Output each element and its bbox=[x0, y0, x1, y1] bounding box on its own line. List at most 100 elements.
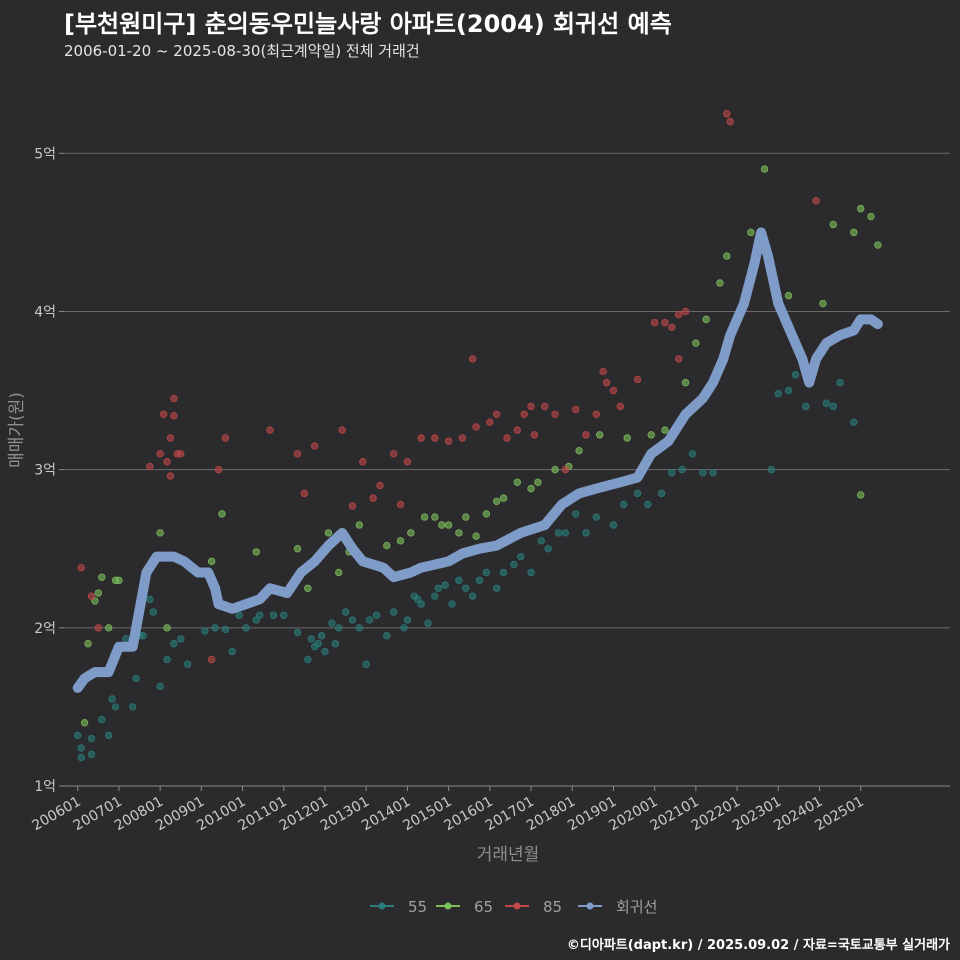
point-65 bbox=[455, 529, 463, 537]
point-65 bbox=[819, 299, 827, 308]
point-65 bbox=[596, 431, 604, 439]
point-65 bbox=[163, 624, 171, 632]
point-55 bbox=[468, 592, 477, 600]
point-65 bbox=[420, 513, 429, 521]
point-85 bbox=[293, 450, 302, 458]
legend: 55 65 85 회귀선 bbox=[370, 898, 657, 916]
point-65 bbox=[857, 491, 865, 499]
point-85 bbox=[417, 434, 425, 442]
point-85 bbox=[444, 437, 453, 445]
point-65 bbox=[716, 279, 724, 287]
point-65 bbox=[444, 521, 453, 529]
point-55 bbox=[304, 655, 312, 664]
point-55 bbox=[431, 592, 439, 600]
point-55 bbox=[321, 647, 329, 656]
point-85 bbox=[530, 431, 539, 439]
point-55 bbox=[448, 600, 456, 608]
point-55 bbox=[201, 627, 209, 635]
point-85 bbox=[541, 402, 549, 411]
point-65 bbox=[551, 465, 559, 474]
point-85 bbox=[616, 402, 625, 411]
point-55 bbox=[111, 703, 120, 711]
point-85 bbox=[675, 310, 683, 319]
point-55 bbox=[211, 624, 219, 632]
point-55 bbox=[335, 624, 343, 632]
point-85 bbox=[592, 410, 600, 418]
point-85 bbox=[602, 378, 611, 387]
point-55 bbox=[434, 584, 443, 592]
point-85 bbox=[207, 655, 216, 664]
point-55 bbox=[293, 628, 302, 637]
point-55 bbox=[791, 371, 800, 379]
point-55 bbox=[170, 639, 178, 648]
regression-line bbox=[72, 227, 883, 693]
point-85 bbox=[376, 481, 384, 490]
point-85 bbox=[520, 410, 528, 418]
point-55 bbox=[156, 682, 164, 691]
legend-label: 55 bbox=[408, 898, 427, 916]
point-85 bbox=[492, 410, 501, 418]
point-65 bbox=[527, 484, 535, 493]
point-65 bbox=[84, 639, 92, 648]
point-85 bbox=[163, 458, 171, 466]
point-65 bbox=[702, 315, 710, 324]
point-55 bbox=[87, 734, 96, 743]
y-tick-label: 2억 bbox=[34, 621, 56, 637]
point-85 bbox=[221, 434, 230, 442]
point-85 bbox=[77, 564, 85, 572]
point-55 bbox=[269, 611, 278, 619]
point-65 bbox=[104, 624, 113, 632]
point-65 bbox=[156, 529, 164, 537]
data-points bbox=[74, 110, 882, 762]
point-55 bbox=[571, 510, 580, 518]
point-85 bbox=[156, 450, 164, 458]
point-65 bbox=[575, 446, 583, 455]
point-65 bbox=[94, 589, 103, 597]
point-85 bbox=[599, 367, 607, 376]
point-55 bbox=[139, 632, 147, 640]
point-55 bbox=[802, 402, 810, 411]
point-85 bbox=[551, 410, 559, 418]
point-55 bbox=[104, 731, 113, 740]
y-tick-label: 1억 bbox=[34, 779, 56, 795]
point-55 bbox=[77, 753, 85, 762]
point-65 bbox=[218, 510, 226, 518]
point-65 bbox=[623, 434, 631, 442]
point-55 bbox=[122, 635, 130, 643]
point-65 bbox=[396, 537, 405, 545]
point-85 bbox=[170, 394, 178, 403]
point-65 bbox=[80, 719, 89, 727]
point-85 bbox=[513, 426, 522, 434]
point-65 bbox=[293, 545, 302, 553]
point-85 bbox=[146, 462, 154, 471]
point-55 bbox=[822, 399, 831, 407]
y-tick-label: 5억 bbox=[34, 146, 56, 162]
point-85 bbox=[650, 318, 659, 327]
point-85 bbox=[723, 110, 731, 118]
point-55 bbox=[517, 552, 525, 561]
point-55 bbox=[688, 450, 697, 458]
source-credit: ©디아파트(dapt.kr) / 2025.09.02 / 자료=국토교통부 실… bbox=[566, 938, 950, 953]
point-85 bbox=[633, 375, 642, 384]
point-55 bbox=[242, 624, 250, 632]
point-55 bbox=[417, 600, 425, 608]
point-55 bbox=[774, 390, 782, 398]
point-85 bbox=[675, 355, 683, 363]
point-65 bbox=[681, 378, 690, 387]
point-55 bbox=[482, 568, 491, 577]
point-85 bbox=[266, 426, 274, 434]
point-65 bbox=[472, 532, 480, 540]
point-55 bbox=[348, 616, 357, 624]
point-65 bbox=[661, 426, 669, 434]
point-55 bbox=[362, 660, 370, 668]
point-65 bbox=[304, 584, 312, 592]
point-65 bbox=[760, 165, 769, 173]
point-55 bbox=[544, 545, 552, 553]
point-85 bbox=[170, 412, 178, 420]
point-55 bbox=[499, 568, 508, 577]
point-65 bbox=[462, 513, 470, 521]
legend-label: 65 bbox=[474, 898, 493, 916]
y-axis-ticks: 1억 2억 3억 4억 5억 bbox=[34, 146, 64, 795]
point-65 bbox=[829, 220, 837, 229]
